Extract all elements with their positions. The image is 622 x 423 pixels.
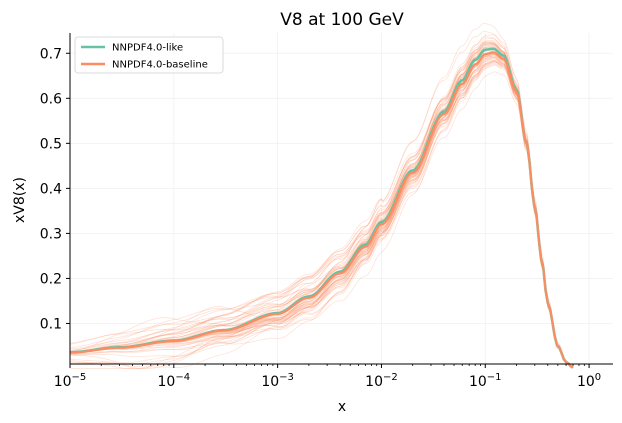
replica-line	[69, 47, 574, 368]
y-tick-label: 0.6	[40, 91, 62, 107]
axes	[69, 33, 613, 365]
x-tick-label: 100	[577, 372, 601, 390]
replica-line	[69, 60, 574, 369]
replica-line	[69, 48, 574, 368]
x-tick-label: 10−1	[469, 372, 502, 390]
grid	[69, 33, 613, 364]
replica-line	[69, 39, 574, 368]
replica-line	[69, 55, 574, 368]
replica-line	[69, 51, 574, 368]
replica-line	[69, 57, 574, 368]
replica-line	[69, 36, 574, 368]
replica-line	[69, 53, 574, 368]
replica-line	[69, 41, 574, 368]
replica-line	[69, 56, 574, 368]
replica-line	[69, 52, 574, 368]
replica-line	[69, 34, 574, 368]
replica-line	[69, 64, 574, 369]
replica-line	[69, 42, 574, 368]
replica-line	[69, 42, 574, 368]
replica-line	[69, 53, 574, 368]
x-axis-label: x	[338, 399, 346, 415]
replica-line	[69, 51, 574, 368]
replica-line	[69, 49, 574, 369]
replica-line	[69, 53, 574, 368]
replica-line	[69, 46, 574, 368]
replica-line	[69, 61, 574, 369]
x-tick-label: 10−2	[365, 372, 398, 390]
replica-line	[69, 47, 574, 368]
y-tick-label: 0.2	[40, 271, 62, 287]
series-line-nnpdf40-like	[69, 47, 574, 369]
replica-line	[69, 48, 574, 368]
legend-label: NNPDF4.0-like	[112, 43, 183, 54]
replica-line	[69, 43, 574, 368]
replica-line	[69, 43, 574, 368]
replica-line	[69, 54, 574, 368]
x-tick-label: 10−4	[158, 372, 191, 390]
replica-curves	[69, 22, 574, 369]
replica-line	[69, 54, 574, 368]
legend: NNPDF4.0-like NNPDF4.0-baseline	[74, 36, 224, 74]
y-tick-label: 0.3	[40, 226, 62, 242]
replica-line	[69, 53, 574, 368]
replica-line	[69, 41, 574, 368]
replica-line	[69, 22, 574, 368]
replica-line	[69, 38, 574, 368]
y-axis-label: xV8(x)	[12, 177, 28, 223]
replica-line	[69, 55, 574, 368]
legend-label: NNPDF4.0-baseline	[112, 60, 208, 71]
y-tick-label: 0.1	[40, 316, 62, 332]
replica-line	[69, 60, 574, 369]
replica-line	[69, 48, 574, 368]
replica-line	[69, 48, 574, 369]
y-tick-label: 0.4	[40, 181, 62, 197]
replica-line	[69, 48, 574, 368]
legend-box	[74, 36, 224, 74]
replica-line	[69, 30, 574, 368]
replica-line	[69, 63, 574, 369]
series-line-nnpdf40-baseline	[69, 51, 574, 369]
replica-line	[69, 42, 574, 368]
replica-line	[69, 44, 574, 368]
replica-line	[69, 46, 574, 368]
chart-title: V8 at 100 GeV	[280, 10, 404, 30]
replica-line	[69, 61, 574, 369]
x-tick-label: 10−3	[261, 372, 294, 390]
replica-line	[69, 55, 574, 369]
replica-line	[69, 63, 574, 369]
replica-line	[69, 47, 574, 368]
replica-line	[69, 44, 574, 368]
replica-line	[69, 58, 574, 368]
y-tick-label: 0.7	[40, 46, 62, 62]
replica-line	[69, 58, 574, 368]
replica-line	[69, 43, 574, 368]
replica-line	[69, 56, 574, 369]
replica-line	[69, 49, 574, 368]
ticks: 10−5 10−4 10−3 10−2 10−1 100 0.1 0.2 0.3 0.4 0.5 0.…	[40, 46, 601, 390]
x-tick-label: 10−5	[54, 372, 87, 390]
y-tick-label: 0.5	[40, 136, 62, 152]
replica-line	[69, 45, 574, 368]
series-lines	[69, 47, 574, 369]
replica-line	[69, 46, 574, 368]
replica-line	[69, 48, 574, 368]
